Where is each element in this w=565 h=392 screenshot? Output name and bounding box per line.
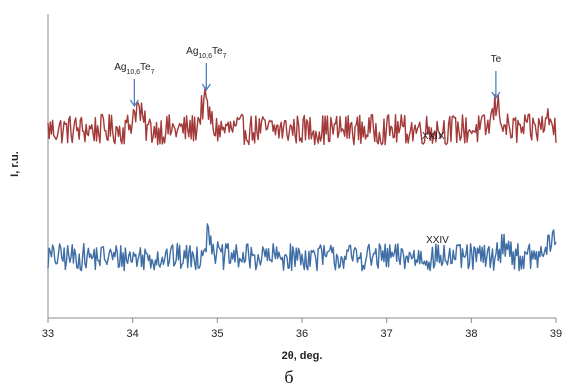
peak-annotation-label: Te	[491, 54, 502, 65]
series-line-xxiv	[47, 223, 557, 272]
series-lines	[47, 86, 557, 272]
peak-annotation-label: Ag10,6Te7	[186, 46, 226, 60]
annotation-arrowhead	[129, 99, 139, 108]
x-tick-label: 33	[42, 328, 54, 340]
annotation-arrowhead	[491, 91, 501, 100]
x-axis-ticks: 33 34 35 36 37 38 39	[42, 318, 562, 340]
series-label-xxiv: XXIV	[426, 235, 449, 246]
peak-annotations: Ag10,6Te7 Ag10,6Te7 Te	[114, 46, 502, 108]
x-tick-label: 35	[211, 328, 223, 340]
x-tick-label: 37	[381, 328, 393, 340]
x-tick-label: 36	[296, 328, 308, 340]
x-tick-label: 38	[465, 328, 477, 340]
series-labels: XXIX XXIV	[422, 131, 449, 246]
x-axis-title: 2θ, deg.	[282, 350, 323, 362]
x-tick-label: 34	[127, 328, 139, 340]
annotation-arrowhead	[201, 83, 211, 92]
peak-annotation-label: Ag10,6Te7	[114, 62, 154, 76]
x-tick-label: 39	[550, 328, 562, 340]
y-axis-title: I, r.u.	[9, 151, 21, 177]
figure-caption: б	[284, 367, 293, 387]
series-line-xxix	[47, 86, 557, 146]
series-label-xxix: XXIX	[422, 131, 445, 142]
